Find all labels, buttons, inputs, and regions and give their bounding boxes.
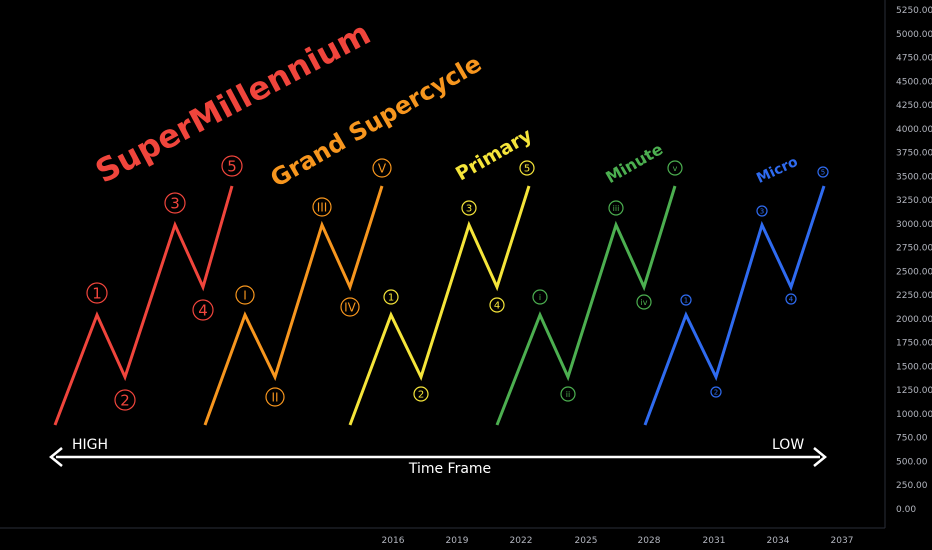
arrow-left-label: HIGH (72, 437, 108, 453)
wave-line (348, 185, 531, 426)
wave-label: 3 (466, 204, 472, 215)
wave-label: iv (641, 298, 648, 307)
price-tick-label: 3250.00 (896, 196, 932, 206)
wave-label-circle (235, 285, 255, 305)
arrow-head-right (813, 447, 827, 467)
time-tick-label: 2022 (510, 536, 533, 546)
wave-label-circle (817, 166, 829, 178)
wave-line (495, 185, 677, 426)
price-tick-label: 2750.00 (896, 244, 932, 254)
price-tick-label: 750.00 (896, 434, 928, 444)
price-tick-label: 0.00 (896, 505, 916, 515)
price-tick-label: 1000.00 (896, 410, 932, 420)
wave-label-circle (114, 389, 136, 411)
time-tick-label: 2034 (767, 536, 790, 546)
price-tick-label: 5000.00 (896, 30, 932, 40)
wave-label-circle (461, 200, 477, 216)
price-tick-label: 3000.00 (896, 220, 932, 230)
wave-label: 5 (524, 164, 530, 175)
wave-label: 4 (198, 301, 208, 319)
time-tick-label: 2025 (575, 536, 598, 546)
price-tick-label: 2000.00 (896, 315, 932, 325)
wave-label-circle (710, 386, 722, 398)
time-tick-label: 2019 (446, 536, 469, 546)
price-tick-label: 5250.00 (896, 6, 932, 16)
wave-label-circle (680, 294, 692, 306)
wave-label-circle (383, 289, 399, 305)
wave-label: 1 (92, 284, 102, 302)
wave-label: ii (566, 390, 570, 399)
price-tick-label: 500.00 (896, 457, 928, 467)
price-tick-label: 1250.00 (896, 386, 932, 396)
wave-label: 4 (789, 296, 794, 304)
wave-label: IV (344, 300, 357, 314)
price-tick-label: 250.00 (896, 481, 928, 491)
time-tick-label: 2037 (831, 536, 854, 546)
wave-label: III (317, 200, 328, 214)
wave-label: i (539, 293, 541, 302)
wave-label-circle (519, 160, 535, 176)
price-tick-label: 2250.00 (896, 291, 932, 301)
arrow-head-left (49, 447, 63, 467)
price-tick-label: 1750.00 (896, 339, 932, 349)
wave-label: v (673, 164, 678, 173)
wave-label: iii (613, 204, 620, 213)
time-tick-label: 2028 (638, 536, 661, 546)
wave-label: 5 (821, 169, 825, 177)
wave-label-circle (532, 289, 548, 305)
arrow-right-label: LOW (772, 437, 804, 453)
price-tick-label: 4250.00 (896, 101, 932, 111)
wave-line (53, 185, 234, 426)
price-tick-label: 2500.00 (896, 267, 932, 277)
price-tick-label: 4500.00 (896, 77, 932, 87)
wave-label-circle (340, 297, 360, 317)
wave-label-circle (86, 282, 108, 304)
wave-label-circle (192, 299, 214, 321)
wave-label-circle (413, 386, 429, 402)
wave-line (643, 185, 826, 426)
wave-label-circle (372, 158, 392, 178)
price-tick-label: 4750.00 (896, 54, 932, 64)
wave-label-circle (221, 155, 243, 177)
wave-label: I (243, 288, 247, 302)
wave-label-circle (756, 205, 768, 217)
wave-label: 2 (120, 391, 130, 409)
price-tick-label: 1500.00 (896, 362, 932, 372)
wave-line (203, 185, 384, 426)
wave-label: 1 (684, 297, 688, 305)
wave-label-circle (560, 386, 576, 402)
wave-label: 2 (418, 390, 424, 401)
time-tick-label: 2031 (703, 536, 726, 546)
wave-label: V (378, 161, 387, 175)
wave-label: 3 (170, 194, 180, 212)
wave-label-circle (312, 197, 332, 217)
wave-label-circle (164, 192, 186, 214)
time-tick-label: 2016 (382, 536, 405, 546)
wave-label-circle (636, 294, 652, 310)
wave-label: 4 (494, 301, 500, 312)
wave-label: II (271, 390, 278, 404)
arrow-label: Time Frame (408, 461, 491, 477)
wave-label: 2 (714, 389, 718, 397)
price-tick-label: 3750.00 (896, 149, 932, 159)
price-tick-label: 4000.00 (896, 125, 932, 135)
wave-label: 5 (227, 157, 237, 175)
price-tick-label: 3500.00 (896, 172, 932, 182)
wave-label-circle (667, 160, 683, 176)
wave-label: 3 (760, 208, 764, 216)
wave-label-circle (608, 200, 624, 216)
wave-label-circle (489, 297, 505, 313)
wave-label: 1 (388, 293, 394, 304)
wave-label-circle (265, 387, 285, 407)
wave-label-circle (785, 293, 797, 305)
